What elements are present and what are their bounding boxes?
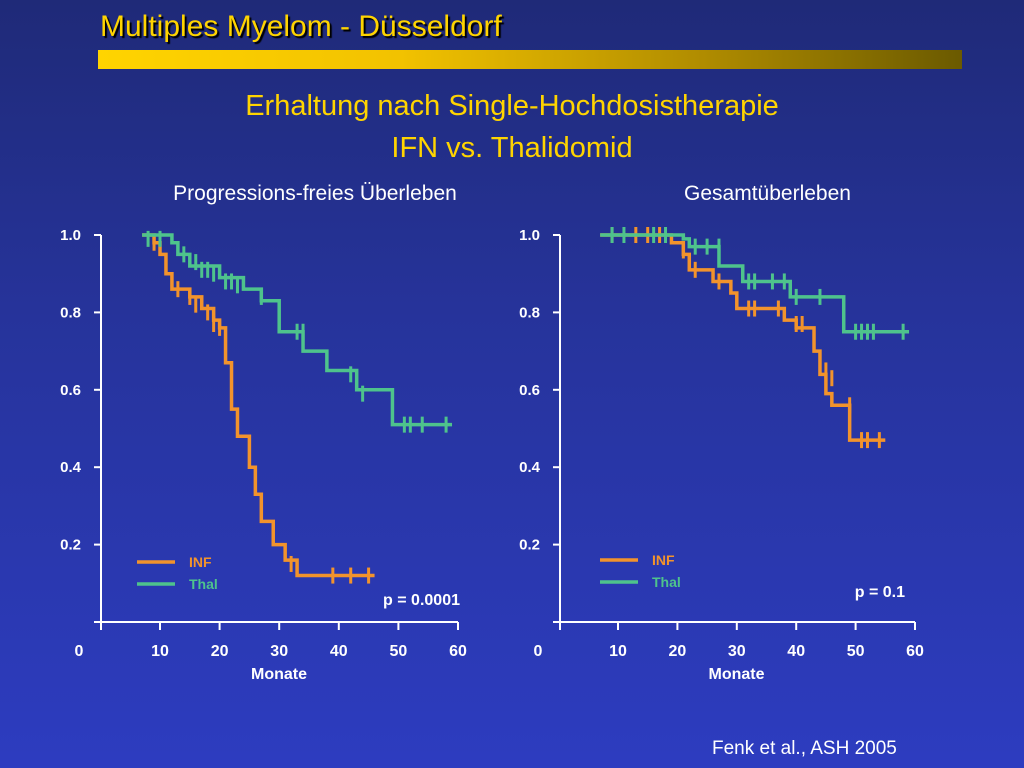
legend-label-thal: Thal [652, 574, 681, 590]
p-value-label: p = 0.0001 [383, 592, 460, 609]
y-tick-label: 0.4 [60, 459, 82, 476]
survival-curve-thal [600, 233, 910, 334]
headline-line-2: IFN vs. Thalidomid [391, 132, 633, 164]
survival-curve-inf [600, 233, 886, 442]
slide-title: Multiples Myelom - Düsseldorf [100, 10, 502, 43]
survival-curve-inf [142, 233, 375, 578]
x-tick-label: 0 [534, 643, 543, 660]
pfs-chart: 1.0 0.8 0.6 0.4 0.2 0 10 20 30 40 50 60 Monate INF Tha… [60, 227, 467, 683]
x-tick-label: 30 [270, 643, 288, 660]
citation: Fenk et al., ASH 2005 [712, 738, 897, 759]
os-chart: 1.0 0.8 0.6 0.4 0.2 0 10 20 30 40 50 60 Monate INF Tha… [519, 227, 924, 683]
x-axis-label: Monate [709, 666, 765, 683]
legend-label-thal: Thal [189, 576, 218, 592]
y-tick-label: 1.0 [60, 227, 81, 244]
y-tick-label: 0.6 [519, 382, 540, 399]
p-value-label: p = 0.1 [855, 584, 905, 601]
y-tick-label: 0.4 [519, 459, 541, 476]
title-underline-bar [98, 50, 962, 69]
chart-title-os: Gesamtüberleben [684, 182, 851, 205]
legend-label-inf: INF [189, 554, 212, 570]
y-tick-label: 0.2 [519, 537, 540, 554]
x-tick-label: 40 [787, 643, 805, 660]
x-tick-label: 20 [669, 643, 687, 660]
x-tick-label: 50 [390, 643, 408, 660]
x-tick-label: 0 [75, 643, 84, 660]
y-tick-label: 0.8 [60, 304, 81, 321]
y-tick-label: 1.0 [519, 227, 540, 244]
x-tick-label: 30 [728, 643, 746, 660]
chart-title-pfs: Progressions-freies Überleben [173, 182, 457, 205]
x-tick-label: 40 [330, 643, 348, 660]
headline-line-1: Erhaltung nach Single-Hochdosistherapie [245, 90, 779, 122]
x-tick-label: 60 [906, 643, 924, 660]
y-tick-label: 0.6 [60, 382, 81, 399]
x-axis-label: Monate [251, 666, 307, 683]
x-tick-label: 60 [449, 643, 467, 660]
x-tick-label: 50 [847, 643, 865, 660]
y-tick-label: 0.2 [60, 537, 81, 554]
x-tick-label: 10 [609, 643, 627, 660]
y-tick-label: 0.8 [519, 304, 540, 321]
x-tick-label: 20 [211, 643, 229, 660]
legend-label-inf: INF [652, 552, 675, 568]
x-tick-label: 10 [151, 643, 169, 660]
